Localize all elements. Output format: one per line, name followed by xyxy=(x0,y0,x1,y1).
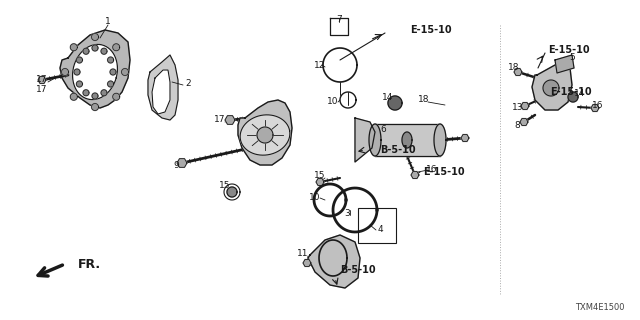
Polygon shape xyxy=(521,102,529,109)
Polygon shape xyxy=(83,90,89,96)
Text: E-15-10: E-15-10 xyxy=(423,167,465,177)
Polygon shape xyxy=(113,44,120,51)
Polygon shape xyxy=(257,127,273,143)
Text: 14: 14 xyxy=(382,93,394,102)
Polygon shape xyxy=(60,30,130,108)
Polygon shape xyxy=(108,81,113,87)
Text: 18: 18 xyxy=(419,95,429,105)
Text: 6: 6 xyxy=(380,125,386,134)
Text: 13: 13 xyxy=(512,103,524,113)
Polygon shape xyxy=(148,55,178,120)
Polygon shape xyxy=(227,187,237,197)
Text: 12: 12 xyxy=(314,60,326,69)
Polygon shape xyxy=(434,124,446,156)
Text: E-15-10: E-15-10 xyxy=(410,25,452,35)
Bar xyxy=(358,208,396,243)
Polygon shape xyxy=(402,132,412,148)
Polygon shape xyxy=(101,48,107,54)
Polygon shape xyxy=(240,115,290,155)
Polygon shape xyxy=(152,70,170,114)
Text: 1: 1 xyxy=(105,18,111,27)
Polygon shape xyxy=(76,57,83,63)
Polygon shape xyxy=(110,69,116,75)
Polygon shape xyxy=(308,235,360,288)
Polygon shape xyxy=(555,55,574,73)
Text: 10: 10 xyxy=(309,194,321,203)
Text: 8: 8 xyxy=(514,121,520,130)
Polygon shape xyxy=(61,68,68,76)
Polygon shape xyxy=(122,68,129,76)
Text: 16: 16 xyxy=(592,101,604,110)
Polygon shape xyxy=(514,68,522,76)
Polygon shape xyxy=(375,124,440,156)
Polygon shape xyxy=(177,159,187,167)
Polygon shape xyxy=(411,172,419,179)
Text: E-15-10: E-15-10 xyxy=(550,87,591,97)
Polygon shape xyxy=(568,92,578,102)
Polygon shape xyxy=(70,44,77,51)
Text: B-5-10: B-5-10 xyxy=(380,145,415,155)
Text: 14: 14 xyxy=(574,89,586,98)
Text: 17: 17 xyxy=(36,76,48,84)
Text: 3: 3 xyxy=(344,209,350,218)
Text: 2: 2 xyxy=(185,78,191,87)
Text: B-5-10: B-5-10 xyxy=(340,265,376,275)
Text: TXM4E1500: TXM4E1500 xyxy=(575,303,625,312)
Polygon shape xyxy=(92,93,98,99)
Text: 18: 18 xyxy=(508,63,520,73)
Polygon shape xyxy=(108,57,113,63)
Polygon shape xyxy=(83,48,89,54)
Text: 17: 17 xyxy=(36,85,48,94)
Polygon shape xyxy=(520,118,528,125)
Polygon shape xyxy=(76,81,83,87)
Polygon shape xyxy=(591,105,599,111)
Polygon shape xyxy=(461,134,469,141)
Polygon shape xyxy=(92,103,99,110)
Polygon shape xyxy=(101,90,107,96)
Text: 10: 10 xyxy=(327,98,339,107)
Text: 11: 11 xyxy=(297,249,308,258)
Text: 7: 7 xyxy=(336,15,342,25)
Text: 15: 15 xyxy=(220,180,231,189)
Text: 4: 4 xyxy=(377,226,383,235)
Polygon shape xyxy=(369,124,381,156)
Text: 5: 5 xyxy=(569,53,575,62)
Text: 16: 16 xyxy=(426,165,438,174)
Polygon shape xyxy=(70,93,77,100)
Polygon shape xyxy=(225,116,235,124)
Text: FR.: FR. xyxy=(78,258,101,270)
Polygon shape xyxy=(543,80,559,96)
Polygon shape xyxy=(355,118,375,162)
Polygon shape xyxy=(74,69,80,75)
Polygon shape xyxy=(316,179,324,186)
Polygon shape xyxy=(38,76,46,84)
Text: 17: 17 xyxy=(214,116,226,124)
Polygon shape xyxy=(238,100,292,165)
Polygon shape xyxy=(72,44,118,100)
Polygon shape xyxy=(532,65,572,110)
Text: 9: 9 xyxy=(173,161,179,170)
Polygon shape xyxy=(92,45,98,51)
Polygon shape xyxy=(113,93,120,100)
Text: E-15-10: E-15-10 xyxy=(548,45,589,55)
Text: 15: 15 xyxy=(314,171,326,180)
Polygon shape xyxy=(303,260,311,267)
Polygon shape xyxy=(388,96,402,110)
Polygon shape xyxy=(92,34,99,41)
